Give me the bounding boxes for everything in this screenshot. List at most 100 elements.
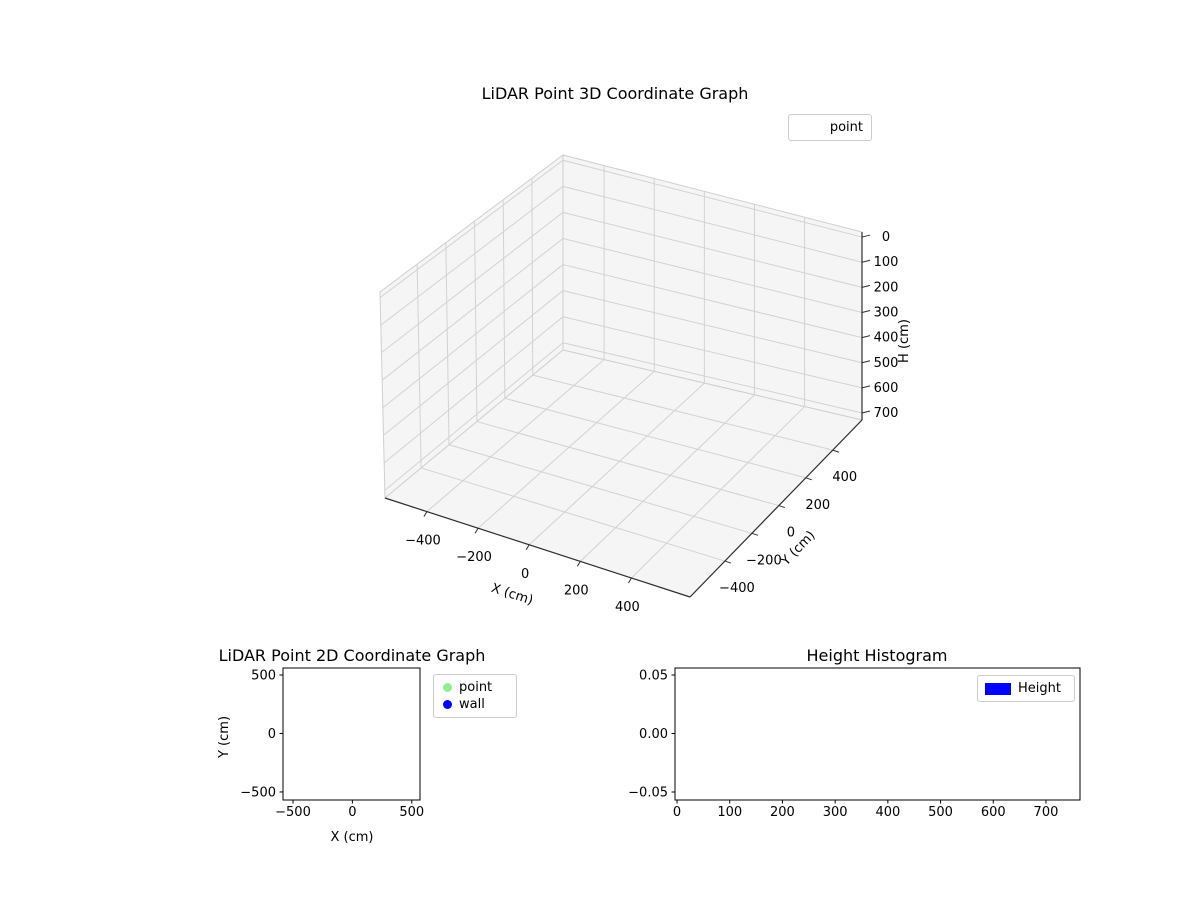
grid-x <box>528 382 705 546</box>
tick-label: 500 <box>399 805 424 820</box>
grid-z <box>381 212 564 354</box>
grid-z <box>383 290 564 436</box>
hist-legend: Height <box>977 675 1075 702</box>
blank-marker-icon <box>797 123 823 133</box>
tick-z <box>861 360 871 364</box>
legend-label: wall <box>459 697 485 712</box>
tick-label-z: 400 <box>874 331 899 346</box>
tick-x <box>628 577 632 584</box>
grid-y <box>476 421 779 507</box>
tick-label: 100 <box>717 805 742 820</box>
plot2d-axes <box>282 667 421 801</box>
plot2d-title: LiDAR Point 2D Coordinate Graph <box>218 646 486 665</box>
tick-y <box>724 560 732 564</box>
tick-y <box>751 532 759 536</box>
tick-z <box>861 385 871 389</box>
tick-z <box>861 410 871 414</box>
grid-z <box>382 264 564 409</box>
tick-label-z: 200 <box>874 280 899 295</box>
tick-label: −0.05 <box>628 786 668 801</box>
tick-z <box>861 310 871 313</box>
plot2d-xlabel: X (cm) <box>331 830 374 845</box>
tick-label: 200 <box>770 805 795 820</box>
tick-label: 0 <box>268 727 276 742</box>
tick-label-z: 0 <box>882 230 890 245</box>
grid-z <box>383 316 564 464</box>
legend-label: point <box>829 120 863 135</box>
tick-y <box>805 477 812 481</box>
tick-label-y: 0 <box>787 526 795 541</box>
grid-z <box>562 290 863 364</box>
hist-title: Height Histogram <box>806 646 948 665</box>
legend-label: Height <box>1018 681 1061 696</box>
tick-label-y: −200 <box>746 553 782 568</box>
tick-label: 700 <box>1034 805 1059 820</box>
grid-y <box>531 178 534 376</box>
grid-y <box>448 444 753 534</box>
tick-label: 500 <box>928 805 953 820</box>
grid-y <box>445 242 450 445</box>
grid-z <box>562 211 863 288</box>
tick-x <box>423 511 428 517</box>
tick-label: 500 <box>251 668 276 683</box>
grid-z <box>380 185 564 326</box>
legend-entry-point: point <box>443 679 507 696</box>
tick-z <box>861 234 871 238</box>
spine-y3d <box>689 419 863 598</box>
plot3d-title: LiDAR Point 3D Coordinate Graph <box>481 84 749 103</box>
tick-label-y: 200 <box>805 498 830 513</box>
grid-z <box>379 159 564 298</box>
grid-x <box>426 359 605 512</box>
tick-label: −500 <box>275 805 311 820</box>
legend-label: point <box>459 680 493 695</box>
grid-x <box>631 406 805 579</box>
grid-z <box>384 342 564 491</box>
tick-z <box>861 335 871 339</box>
tick-label: 0.00 <box>639 727 668 742</box>
grid-y <box>474 221 478 422</box>
tick-label: 600 <box>981 805 1006 820</box>
tick-z <box>861 284 871 288</box>
height-patch-icon <box>985 682 1011 695</box>
grid-z <box>562 159 863 238</box>
grid-y <box>416 264 422 468</box>
tick-label-x: 0 <box>521 567 529 582</box>
grid-y <box>504 397 806 479</box>
grid-x <box>477 370 655 529</box>
tick-label-z: 500 <box>874 356 899 371</box>
plot2d-legend: point wall <box>433 674 517 718</box>
tick-label-x: 200 <box>564 583 589 598</box>
tick-label: 300 <box>823 805 848 820</box>
tick-label-x: −200 <box>456 550 492 565</box>
tick-label: 400 <box>875 805 900 820</box>
tick-label-z: 100 <box>874 255 899 270</box>
tick-label-z: 600 <box>874 381 899 396</box>
legend-entry-height: Height <box>985 680 1067 697</box>
plot3d-ylabel: Y (cm) <box>778 528 819 569</box>
tick-label-x: −400 <box>405 534 441 549</box>
grid-y <box>502 199 506 399</box>
tick-z <box>861 259 871 263</box>
tick-label-y: 400 <box>832 470 857 485</box>
grid-x <box>579 394 755 562</box>
tick-label-x: 400 <box>615 600 640 615</box>
plot3d-zlabel: H (cm) <box>897 319 912 363</box>
tick-x <box>576 561 581 567</box>
grid-z <box>562 185 863 263</box>
plot3d-xlabel: X (cm) <box>489 581 535 609</box>
tick-label: 0 <box>673 805 681 820</box>
spine-x3d <box>384 497 691 598</box>
tick-label: −500 <box>240 785 276 800</box>
plot2d-ylabel: Y (cm) <box>217 716 232 759</box>
plot3d-legend: point <box>788 114 872 141</box>
tick-label-z: 300 <box>874 305 899 320</box>
legend-entry-point: point <box>797 119 863 136</box>
grid-y <box>420 467 726 562</box>
tick-x <box>474 527 479 534</box>
grid-z <box>381 238 564 381</box>
legend-entry-wall: wall <box>443 696 507 713</box>
tick-label: 0 <box>348 805 356 820</box>
grid-z <box>562 264 863 339</box>
